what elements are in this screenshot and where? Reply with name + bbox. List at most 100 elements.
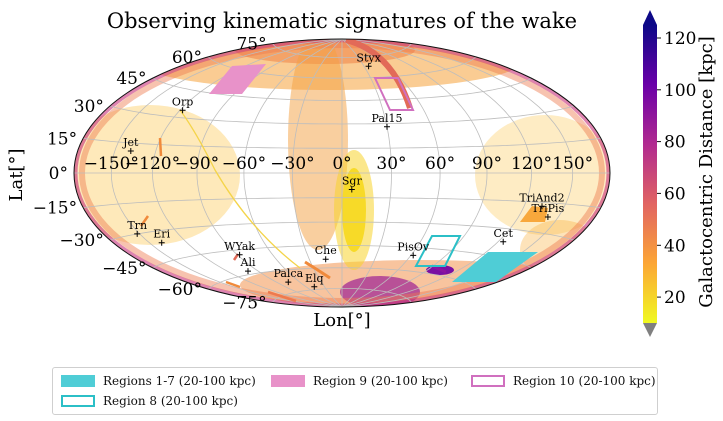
colorbar-tick-label: 100: [664, 81, 696, 101]
palca-stream-track: [225, 280, 241, 289]
stream-label: Cet: [494, 227, 514, 240]
colorbar-under-triangle: [643, 323, 657, 337]
trn-stream-track: [139, 215, 150, 227]
stream-marker: [134, 230, 141, 237]
stream-label: Che: [315, 244, 337, 257]
stream-label: Jet: [122, 136, 139, 149]
region-10-outline: [373, 77, 415, 111]
lon-tick-label: 60°: [425, 154, 455, 174]
stream-label: Elq: [305, 272, 324, 285]
stream-marker: [348, 186, 355, 193]
parallel-line: [83, 137, 601, 149]
legend-label-region-9: Region 9 (20-100 kpc): [313, 374, 448, 388]
stream-overlays: [139, 39, 548, 303]
lat-tick-label: 0°: [49, 164, 68, 184]
stream-marker: [236, 251, 243, 258]
stream-label: Trn: [127, 219, 147, 232]
lat-tick-label: −45°: [102, 259, 146, 279]
parallel-line: [272, 288, 412, 303]
lon-tick-labels: −150°−120°−90° −60° −30° 0° 30° 60° 90° 120° 150…: [84, 154, 593, 174]
lon-tick-label: 0°: [332, 154, 351, 174]
legend-swatch-region-8: [61, 395, 95, 407]
stream-label: TriPis: [532, 202, 565, 215]
elq-stream-track: [267, 290, 297, 303]
colorbar-tick-label: 40: [664, 236, 686, 256]
stream-marker: [158, 239, 165, 246]
region-1-7-patch: [452, 252, 538, 282]
legend: Regions 1-7 (20-100 kpc) Region 9 (20-10…: [52, 367, 658, 415]
lon-tick-label: −60°: [222, 154, 266, 174]
lat-tick-label: 30°: [74, 97, 104, 117]
region-8-outline: [414, 235, 462, 267]
stream-label: Orp: [172, 95, 193, 108]
stream-label: Palca: [273, 267, 303, 280]
stream-marker: [127, 148, 134, 154]
stream-marker: [544, 214, 551, 220]
colorbar-over-triangle: [643, 10, 657, 25]
y-axis-label: Lat[°]: [6, 149, 27, 202]
legend-item-regions-1-7: Regions 1-7 (20-100 kpc): [61, 374, 256, 388]
graticule: [74, 39, 610, 307]
lat-tick-labels: 75° 60° 45° 30° 15° 0° −15° −30° −45° −60° −75°: [33, 35, 267, 314]
stream-label: TriAnd2: [519, 191, 564, 204]
lon-tick-label: 150°: [552, 154, 593, 174]
stream-marker: [322, 256, 329, 263]
lat-tick-label: 15°: [47, 129, 77, 149]
parallel-line: [152, 77, 532, 101]
legend-item-region-8: Region 8 (20-100 kpc): [61, 394, 238, 408]
stream-label: PisOv: [397, 240, 430, 253]
legend-swatch-region-10: [471, 375, 505, 387]
sky-boundary: [73, 38, 611, 308]
stream-marker: [245, 268, 251, 275]
x-axis-label: Lon[°]: [313, 310, 370, 331]
colorbar: 20 40 60 80 100 120 Galactocentric Distance […: [643, 10, 717, 337]
chart-title: Observing kinematic signatures of the wa…: [107, 9, 577, 33]
lon-tick-label: 90°: [472, 154, 502, 174]
stream-label: WYak: [224, 240, 255, 253]
parallel-line: [152, 245, 532, 269]
parallel-line: [272, 43, 412, 58]
legend-item-region-10: Region 10 (20-100 kpc): [471, 374, 656, 388]
stream-marker: [500, 238, 507, 245]
density-disc-left: [74, 105, 240, 245]
legend-label-regions-1-7: Regions 1-7 (20-100 kpc): [103, 374, 256, 388]
che-stream-track: [304, 260, 331, 280]
colorbar-gradient: [643, 25, 657, 323]
colorbar-tick-label: 120: [664, 29, 696, 49]
stream-label: Pal15: [372, 112, 403, 125]
lat-tick-label: −75°: [222, 293, 266, 313]
parallel-line: [207, 267, 477, 290]
colorbar-tick-label: 20: [664, 288, 686, 308]
lat-tick-label: −30°: [60, 231, 104, 251]
colorbar-label: Galactocentric Distance [kpc]: [696, 36, 717, 307]
lon-tick-label: −150°: [84, 154, 139, 174]
parallel-line: [109, 105, 575, 125]
colorbar-tick-label: 80: [664, 133, 686, 153]
stream-marker: [384, 123, 390, 130]
lat-tick-label: −15°: [33, 199, 77, 219]
stream-marker: [285, 279, 292, 286]
legend-label-region-10: Region 10 (20-100 kpc): [513, 374, 656, 388]
legend-swatch-regions-1-7: [61, 375, 95, 387]
orphan-stream-track: [179, 109, 301, 269]
stream-marker: [311, 283, 318, 290]
parallel-line: [83, 197, 601, 209]
lon-tick-label: 120°: [511, 154, 552, 174]
colorbar-tick-label: 60: [664, 184, 686, 204]
legend-item-region-9: Region 9 (20-100 kpc): [271, 374, 448, 388]
sgr-core-glow: [334, 150, 374, 270]
colorbar-ticks: 20 40 60 80 100 120: [657, 29, 696, 308]
region-9-patch: [209, 64, 266, 94]
lon-tick-label: −90°: [175, 154, 219, 174]
triand-patch: [520, 206, 548, 222]
lon-tick-label: 30°: [376, 154, 406, 174]
stream-marker: [179, 107, 186, 114]
stream-marker: [365, 63, 372, 70]
lon-tick-label: −120°: [125, 154, 180, 174]
lat-tick-label: −60°: [158, 280, 202, 300]
stream-label: Styx: [356, 51, 381, 64]
stream-label: Eri: [153, 228, 170, 241]
density-central-band: [288, 39, 348, 250]
